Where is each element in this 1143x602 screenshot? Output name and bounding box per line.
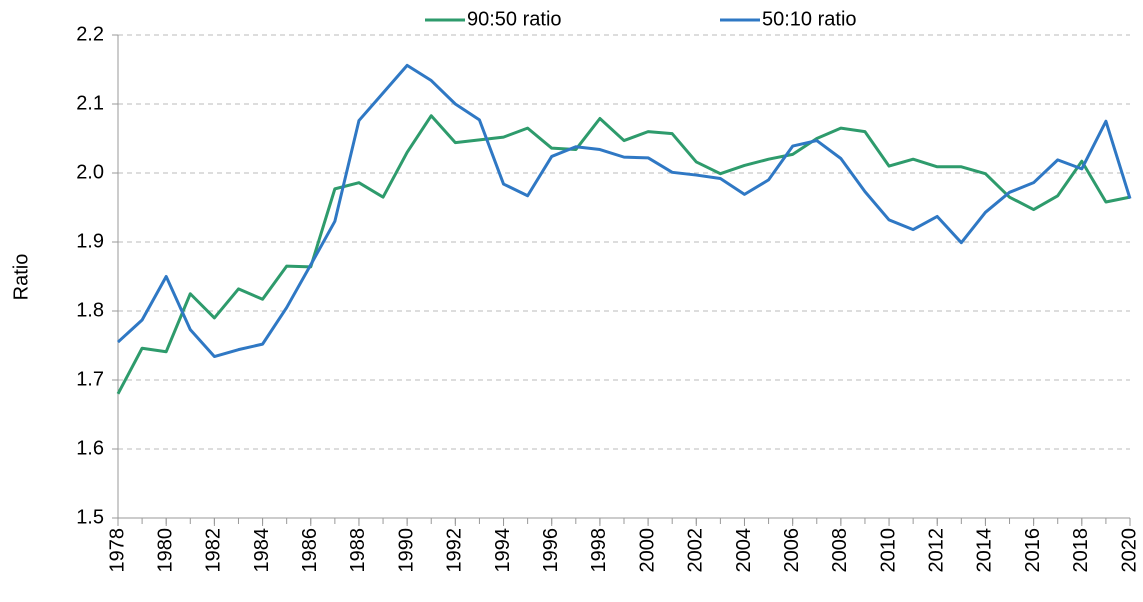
x-tick-label: 2014 (974, 528, 996, 573)
x-tick-label: 1994 (492, 528, 514, 573)
y-tick-label: 1.9 (76, 230, 104, 252)
y-axis-label: Ratio (10, 254, 32, 301)
x-tick-label: 1996 (540, 528, 562, 573)
y-tick-label: 1.7 (76, 368, 104, 390)
x-tick-label: 2020 (1118, 528, 1140, 573)
y-tick-label: 2.0 (76, 161, 104, 183)
x-tick-label: 1992 (444, 528, 466, 573)
x-tick-label: 1984 (251, 528, 273, 573)
x-tick-label: 2006 (781, 528, 803, 573)
x-tick-label: 2016 (1022, 528, 1044, 573)
x-tick-label: 2010 (877, 528, 899, 573)
y-tick-label: 1.5 (76, 506, 104, 528)
data-line (116, 63, 1132, 359)
x-tick-label: 1978 (106, 528, 128, 573)
x-tick-label: 1990 (395, 528, 417, 573)
x-tick-label: 2000 (636, 528, 658, 573)
y-tick-label: 1.8 (76, 299, 104, 321)
x-tick-label: 1982 (203, 528, 225, 573)
y-tick-label: 2.2 (76, 23, 104, 45)
data-line (116, 114, 1131, 395)
x-tick-label: 1988 (347, 528, 369, 573)
x-tick-label: 1986 (299, 528, 321, 573)
x-tick-label: 2004 (733, 528, 755, 573)
x-tick-label: 2008 (829, 528, 851, 573)
legend-label: 50:10 ratio (762, 8, 857, 30)
x-tick-label: 1998 (588, 528, 610, 573)
x-tick-label: 2002 (685, 528, 707, 573)
legend-label: 90:50 ratio (467, 8, 562, 30)
x-tick-label: 2012 (926, 528, 948, 573)
x-tick-label: 1980 (154, 528, 176, 573)
x-tick-label: 2018 (1070, 528, 1092, 573)
y-tick-label: 1.6 (76, 437, 104, 459)
y-tick-label: 2.1 (76, 92, 104, 114)
